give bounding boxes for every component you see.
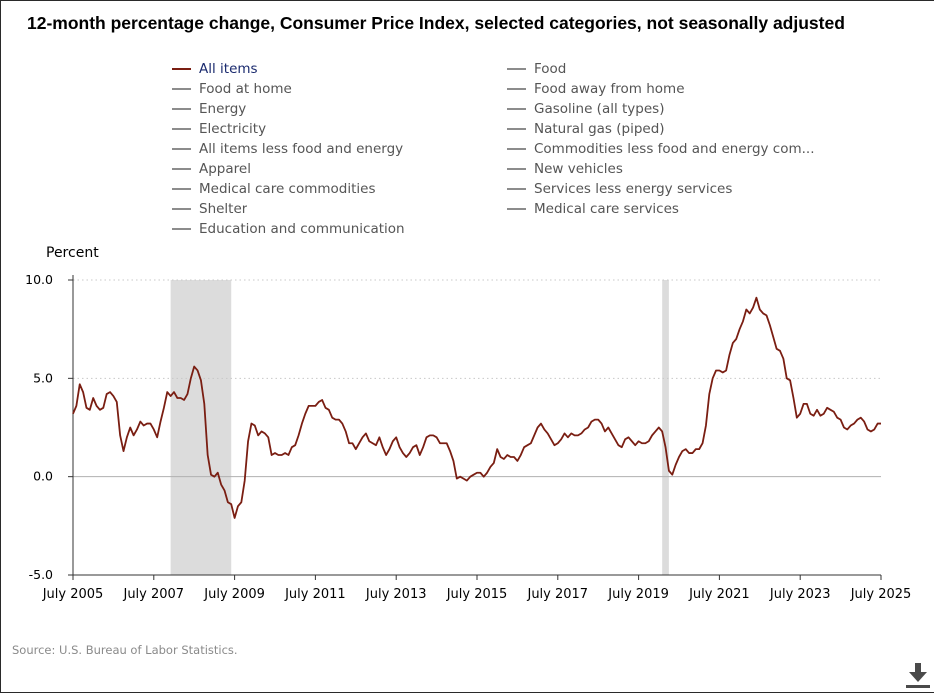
legend-item[interactable]: Apparel (172, 159, 507, 179)
source-note: Source: U.S. Bureau of Labor Statistics. (12, 643, 238, 657)
download-icon[interactable] (904, 661, 932, 689)
legend-item[interactable]: Shelter (172, 199, 507, 219)
legend-item[interactable]: Electricity (172, 119, 507, 139)
legend-item[interactable]: Food (507, 59, 847, 79)
legend-swatch (172, 67, 191, 71)
x-tick-label: July 2017 (526, 587, 588, 602)
legend-item[interactable]: Natural gas (piped) (507, 119, 847, 139)
series-lines (72, 296, 881, 519)
x-tick-label: July 2021 (688, 587, 750, 602)
legend-swatch (507, 88, 526, 90)
legend-item[interactable]: Commodities less food and energy com... (507, 139, 847, 159)
legend-swatch (172, 168, 191, 170)
y-tick-label: 0.0 (33, 469, 53, 484)
legend-item[interactable]: Energy (172, 99, 507, 119)
x-tick-label: July 2025 (850, 587, 912, 602)
x-tick-label: July 2005 (42, 587, 104, 602)
legend-item[interactable]: New vehicles (507, 159, 847, 179)
legend: All items Food Food at home Food away from … (172, 59, 852, 239)
recession-shading (170, 280, 669, 575)
series-line-all-items (72, 296, 881, 519)
legend-swatch (507, 108, 526, 110)
legend-swatch (172, 148, 191, 150)
legend-swatch (172, 208, 191, 210)
x-tick-label: July 2023 (769, 587, 831, 602)
x-tick-labels: July 2005 July 2007 July 2009 July 2011 July… (42, 575, 912, 602)
legend-swatch (172, 88, 191, 90)
legend-item[interactable]: Education and communication (172, 219, 507, 239)
chart-title: 12-month percentage change, Consumer Pri… (27, 13, 845, 33)
y-tick-labels: -5.0 0.0 5.0 10.0 (25, 272, 53, 582)
y-tick-label: 10.0 (25, 272, 53, 287)
x-tick-label: July 2015 (446, 587, 508, 602)
x-tick-label: July 2013 (365, 587, 427, 602)
legend-swatch (507, 188, 526, 190)
x-tick-label: July 2019 (607, 587, 669, 602)
legend-item[interactable]: Services less energy services (507, 179, 847, 199)
legend-item[interactable]: Medical care services (507, 199, 847, 219)
legend-swatch (172, 188, 191, 190)
legend-swatch (172, 108, 191, 110)
legend-item[interactable]: Gasoline (all types) (507, 99, 847, 119)
legend-item[interactable]: Food at home (172, 79, 507, 99)
legend-swatch (172, 228, 191, 230)
legend-swatch (507, 208, 526, 210)
y-tick-label: -5.0 (29, 567, 53, 582)
recession-band (170, 280, 232, 575)
gridlines (68, 279, 881, 576)
y-axis-label: Percent (46, 245, 99, 261)
recession-band (662, 280, 669, 575)
legend-item[interactable]: Medical care commodities (172, 179, 507, 199)
legend-swatch (507, 168, 526, 170)
legend-swatch (507, 128, 526, 130)
x-tick-label: July 2009 (203, 587, 265, 602)
legend-item[interactable]: All items less food and energy (172, 139, 507, 159)
x-tick-label: July 2011 (284, 587, 346, 602)
legend-item[interactable]: All items (172, 59, 507, 79)
x-tick-label: July 2007 (122, 587, 184, 602)
y-tick-label: 5.0 (33, 370, 53, 385)
legend-swatch (507, 148, 526, 150)
legend-swatch (172, 128, 191, 130)
legend-swatch (507, 68, 526, 70)
legend-item[interactable]: Food away from home (507, 79, 847, 99)
